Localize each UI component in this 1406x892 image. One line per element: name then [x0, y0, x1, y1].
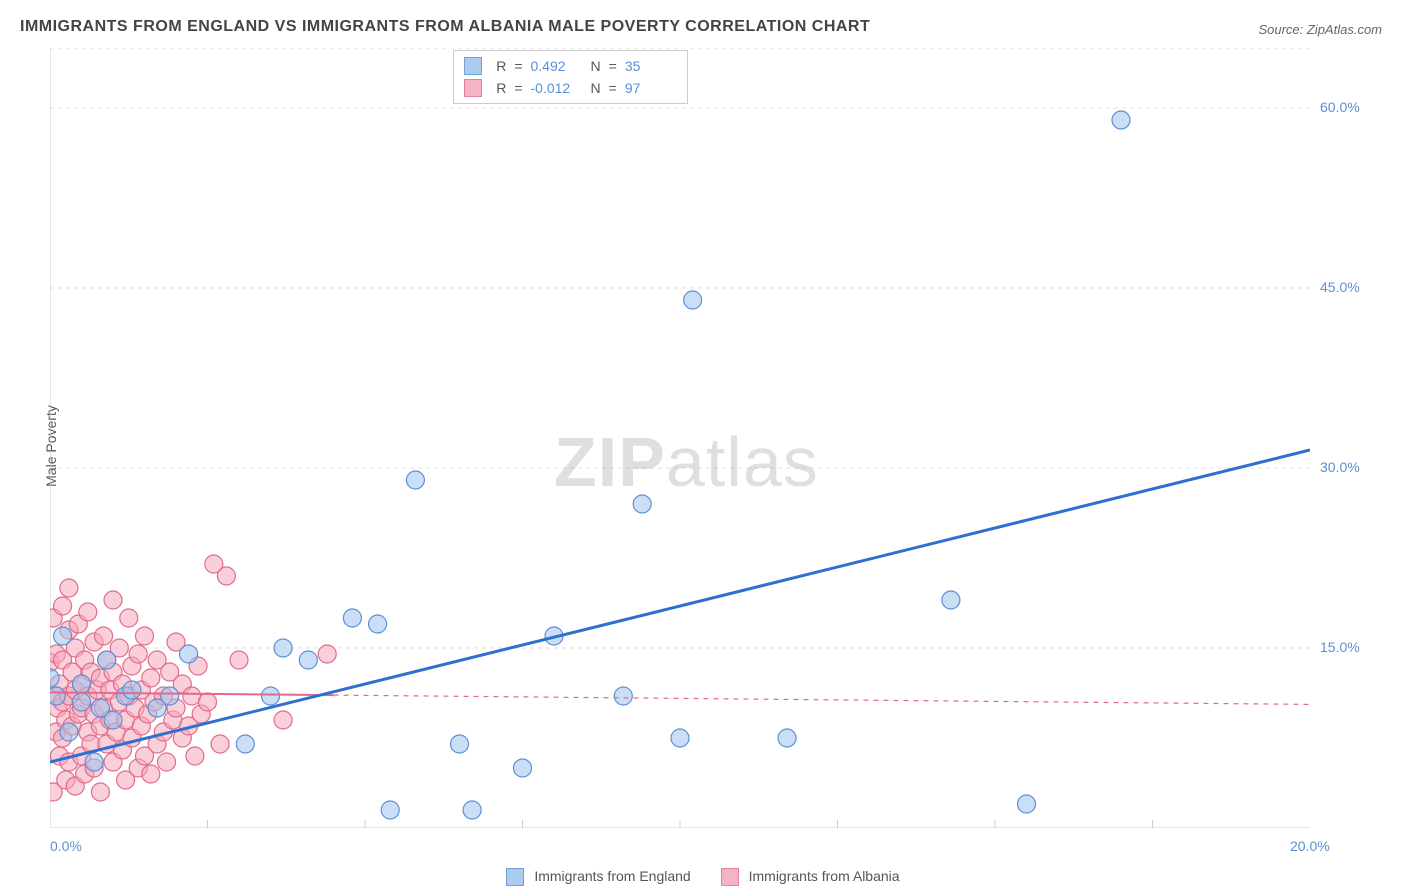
eq-icon: = — [514, 77, 522, 99]
stats-r-england: 0.492 — [531, 55, 583, 77]
ytick-label: 60.0% — [1320, 99, 1360, 115]
legend-label-albania: Immigrants from Albania — [749, 868, 900, 884]
legend-item-albania: Immigrants from Albania — [721, 868, 900, 886]
ytick-label: 15.0% — [1320, 639, 1360, 655]
chart-title: IMMIGRANTS FROM ENGLAND VS IMMIGRANTS FR… — [20, 18, 870, 36]
stats-n-label: N — [591, 55, 601, 77]
swatch-albania-icon — [721, 868, 739, 886]
ytick-label: 30.0% — [1320, 459, 1360, 475]
source-label: Source: ZipAtlas.com — [1258, 22, 1382, 37]
ytick-label: 45.0% — [1320, 279, 1360, 295]
swatch-england-icon — [464, 57, 482, 75]
legend-label-england: Immigrants from England — [534, 868, 690, 884]
stats-row-albania: R = -0.012 N = 97 — [464, 77, 677, 99]
stats-n-label: N — [591, 77, 601, 99]
xtick-label: 0.0% — [50, 838, 82, 854]
eq-icon: = — [609, 55, 617, 77]
stats-legend-box: R = 0.492 N = 35 R = -0.012 N = 97 — [453, 50, 688, 104]
chart-svg — [50, 48, 1310, 828]
stats-row-england: R = 0.492 N = 35 — [464, 55, 677, 77]
eq-icon: = — [514, 55, 522, 77]
stats-r-label: R — [496, 55, 506, 77]
bottom-legend: Immigrants from England Immigrants from … — [0, 868, 1406, 886]
stats-n-england: 35 — [625, 55, 677, 77]
stats-n-albania: 97 — [625, 77, 677, 99]
swatch-albania-icon — [464, 79, 482, 97]
stats-r-label: R — [496, 77, 506, 99]
stats-r-albania: -0.012 — [531, 77, 583, 99]
swatch-england-icon — [506, 868, 524, 886]
eq-icon: = — [609, 77, 617, 99]
legend-item-england: Immigrants from England — [506, 868, 690, 886]
xtick-label: 20.0% — [1290, 838, 1330, 854]
